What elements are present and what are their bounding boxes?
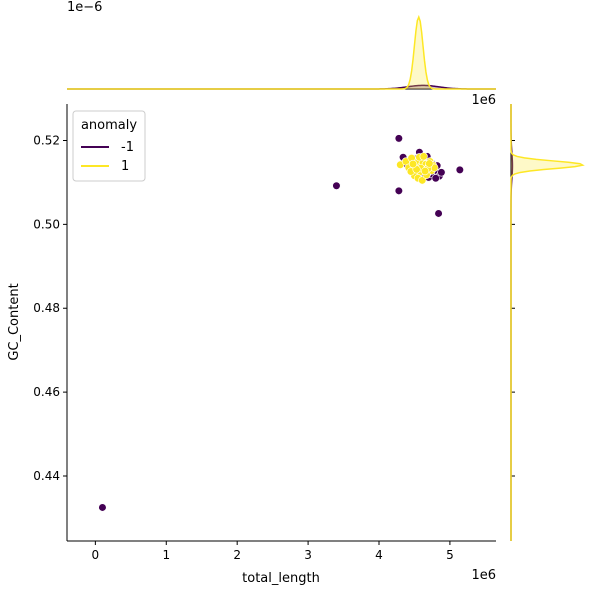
- scatter-point: [431, 174, 440, 183]
- scatter-point: [420, 167, 430, 176]
- y-tick-label: 0.48: [33, 301, 60, 315]
- scatter-point: [425, 159, 434, 168]
- y-tick-label: 0.44: [33, 469, 60, 483]
- scatter-point: [332, 181, 341, 190]
- legend-label-neg1: -1: [121, 140, 134, 155]
- x-ticks: 0 1 2 3 4 5: [92, 541, 454, 562]
- x-tick-label: 3: [304, 548, 312, 562]
- scatter-points: [98, 134, 464, 512]
- y-tick-label: 0.46: [33, 385, 60, 399]
- x-tick-label: 0: [92, 548, 100, 562]
- x-tick-label: 4: [375, 548, 383, 562]
- main-axes: 0 1 2 3 4 5 0.44 0.46 0.48 0.50 0.52: [33, 104, 496, 562]
- y-ticks: 0.44 0.46 0.48 0.50 0.52: [33, 133, 67, 483]
- top-marginal-curve: [67, 14, 496, 90]
- top-marginal-offset-label: 1e−6: [67, 0, 102, 15]
- x-tick-label: 5: [446, 548, 454, 562]
- y-tick-label: 0.52: [33, 133, 60, 147]
- legend-title: anomaly: [81, 118, 137, 133]
- top-marginal-fill: [67, 17, 496, 89]
- y-tick-label: 0.50: [33, 217, 60, 231]
- scatter-point: [419, 152, 428, 161]
- scatter-point: [394, 134, 403, 143]
- scatter-point: [394, 186, 403, 195]
- legend: anomaly -1 1: [72, 110, 146, 182]
- x-axis-label: total_length: [242, 571, 320, 586]
- right-marginal-curve: [510, 104, 585, 541]
- right-marginal-offset-label: 1e6: [471, 93, 496, 108]
- scatter-point: [408, 159, 418, 169]
- y-axis-label: GC_Content: [7, 283, 22, 360]
- x-offset-label: 1e6: [471, 568, 496, 583]
- scatter-point: [418, 176, 427, 185]
- legend-label-1: 1: [121, 159, 129, 174]
- scatter-point: [437, 168, 446, 177]
- x-tick-label: 2: [233, 548, 241, 562]
- top-marginal-density: [67, 14, 496, 90]
- scatter-point: [434, 209, 443, 218]
- scatter-point: [455, 165, 464, 174]
- scatter-point: [98, 503, 107, 512]
- right-marginal-density: [510, 104, 585, 541]
- x-tick-label: 1: [162, 548, 170, 562]
